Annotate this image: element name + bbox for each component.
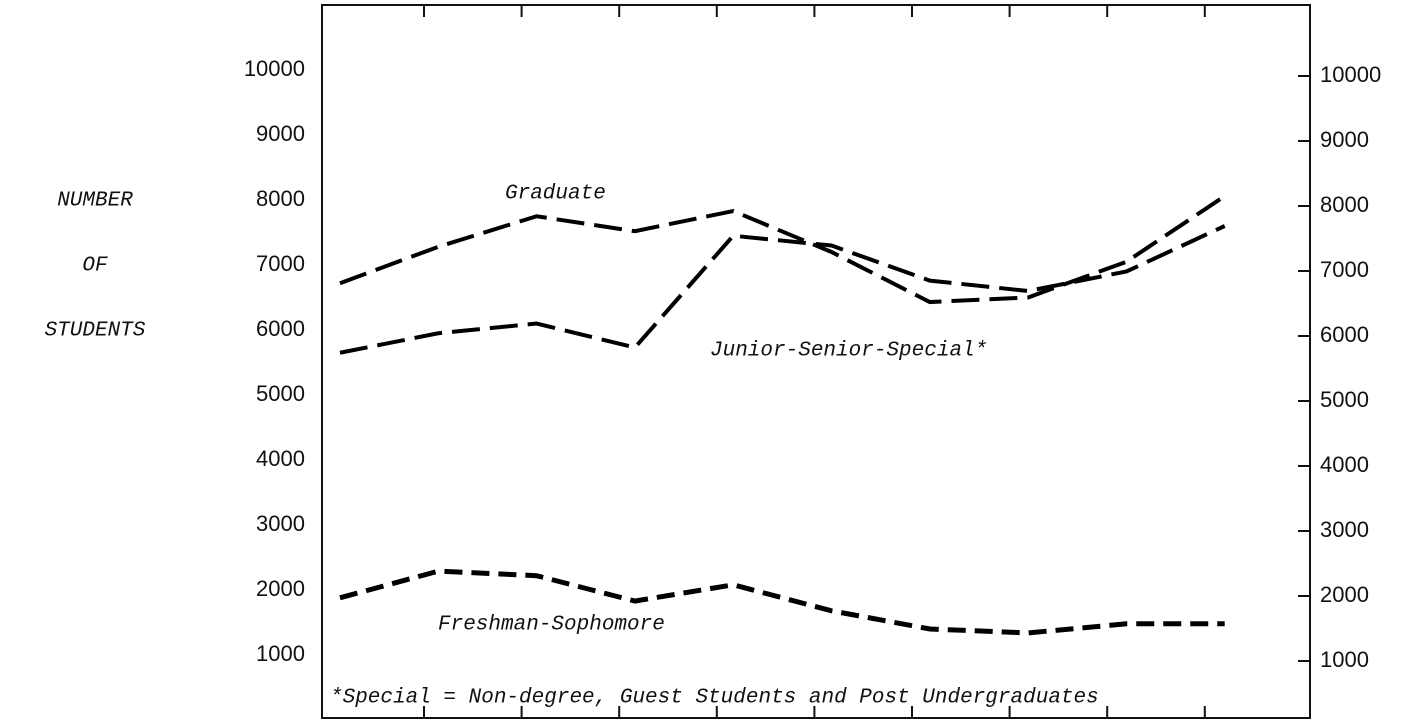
y2-tick-label: 9000: [1320, 127, 1369, 152]
series-line: [339, 224, 1226, 355]
series-label: Graduate: [505, 183, 606, 206]
series-label: Junior-Senior-Special*: [710, 340, 987, 363]
y-axis-label: STUDENTS: [45, 320, 146, 343]
y2-tick-label: 2000: [1320, 582, 1369, 607]
y-tick-label: 9000: [256, 121, 305, 146]
y-axis-label: NUMBER: [57, 190, 133, 213]
plot-frame: [321, 4, 1311, 719]
footnote: *Special = Non-degree, Guest Students an…: [330, 687, 1099, 710]
y-tick-label: 5000: [256, 381, 305, 406]
y2-tick-label: 1000: [1320, 647, 1369, 672]
y-tick-label: 10000: [244, 56, 305, 81]
series-line: [339, 194, 1226, 305]
y-axis-label: OF: [82, 255, 108, 278]
y-tick-label: 3000: [256, 511, 305, 536]
y2-tick-label: 10000: [1320, 62, 1381, 87]
y2-tick-label: 5000: [1320, 387, 1369, 412]
y-tick-label: 1000: [256, 641, 305, 666]
y2-tick-label: 3000: [1320, 517, 1369, 542]
y2-tick-label: 8000: [1320, 192, 1369, 217]
y-tick-label: 2000: [256, 576, 305, 601]
y2-tick-label: 6000: [1320, 322, 1369, 347]
y2-tick-label: 4000: [1320, 452, 1369, 477]
y-tick-label: 6000: [256, 316, 305, 341]
series-line: [339, 568, 1225, 636]
y-tick-label: 7000: [256, 251, 305, 276]
y-tick-label: 8000: [256, 186, 305, 211]
y2-tick-label: 7000: [1320, 257, 1369, 282]
series-label: Freshman-Sophomore: [438, 614, 665, 637]
y-tick-label: 4000: [256, 446, 305, 471]
